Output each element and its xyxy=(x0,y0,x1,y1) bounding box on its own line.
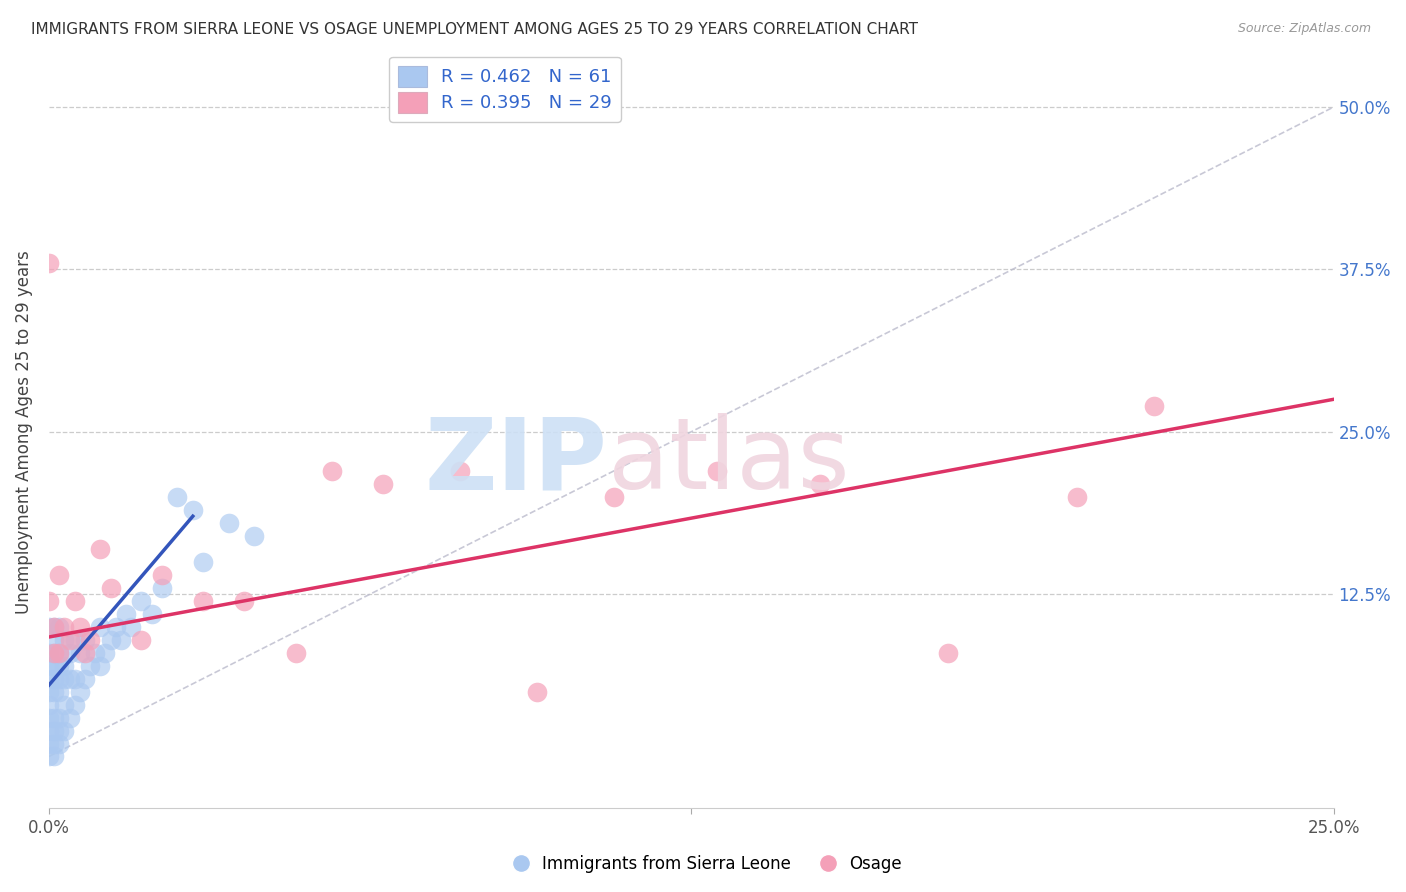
Point xyxy=(1143,399,1166,413)
Legend: R = 0.462   N = 61, R = 0.395   N = 29: R = 0.462 N = 61, R = 0.395 N = 29 xyxy=(389,56,621,122)
Point xyxy=(48,684,70,698)
Point xyxy=(89,658,111,673)
Point xyxy=(38,672,60,686)
Point xyxy=(321,464,343,478)
Point xyxy=(79,632,101,647)
Point xyxy=(42,723,65,738)
Point xyxy=(808,476,831,491)
Point xyxy=(243,529,266,543)
Point xyxy=(42,658,65,673)
Point xyxy=(69,619,91,633)
Point xyxy=(58,710,80,724)
Y-axis label: Unemployment Among Ages 25 to 29 years: Unemployment Among Ages 25 to 29 years xyxy=(15,250,32,614)
Point xyxy=(42,646,65,660)
Point xyxy=(526,684,548,698)
Point xyxy=(191,555,214,569)
Text: atlas: atlas xyxy=(607,413,849,510)
Point xyxy=(58,632,80,647)
Point xyxy=(38,737,60,751)
Point xyxy=(38,710,60,724)
Point xyxy=(48,710,70,724)
Point xyxy=(48,658,70,673)
Point xyxy=(100,581,122,595)
Point xyxy=(42,632,65,647)
Point xyxy=(69,646,91,660)
Point xyxy=(94,646,117,660)
Point xyxy=(58,646,80,660)
Point xyxy=(48,567,70,582)
Point xyxy=(53,632,76,647)
Point xyxy=(191,593,214,607)
Point xyxy=(131,593,153,607)
Point xyxy=(42,684,65,698)
Point xyxy=(48,646,70,660)
Point xyxy=(73,672,96,686)
Point xyxy=(131,632,153,647)
Text: IMMIGRANTS FROM SIERRA LEONE VS OSAGE UNEMPLOYMENT AMONG AGES 25 TO 29 YEARS COR: IMMIGRANTS FROM SIERRA LEONE VS OSAGE UN… xyxy=(31,22,918,37)
Point xyxy=(100,632,122,647)
Point xyxy=(48,619,70,633)
Point xyxy=(48,672,70,686)
Point xyxy=(69,684,91,698)
Point xyxy=(73,632,96,647)
Point xyxy=(89,541,111,556)
Point xyxy=(53,658,76,673)
Point xyxy=(63,632,86,647)
Point xyxy=(38,593,60,607)
Point xyxy=(104,619,127,633)
Point xyxy=(38,256,60,270)
Point xyxy=(63,593,86,607)
Text: ZIP: ZIP xyxy=(425,413,607,510)
Point xyxy=(48,737,70,751)
Point xyxy=(38,646,60,660)
Point xyxy=(218,516,240,530)
Point xyxy=(38,684,60,698)
Point xyxy=(706,464,728,478)
Point xyxy=(63,672,86,686)
Point xyxy=(42,619,65,633)
Point xyxy=(150,581,173,595)
Point xyxy=(181,502,204,516)
Point xyxy=(53,698,76,712)
Point xyxy=(79,658,101,673)
Point xyxy=(48,646,70,660)
Point xyxy=(120,619,142,633)
Point xyxy=(603,490,626,504)
Point xyxy=(110,632,132,647)
Point xyxy=(38,658,60,673)
Point xyxy=(53,723,76,738)
Point xyxy=(284,646,307,660)
Point xyxy=(38,723,60,738)
Point xyxy=(38,619,60,633)
Point xyxy=(42,672,65,686)
Point xyxy=(48,723,70,738)
Point xyxy=(84,646,107,660)
Point xyxy=(150,567,173,582)
Point xyxy=(141,607,163,621)
Point xyxy=(233,593,256,607)
Point xyxy=(38,749,60,764)
Point xyxy=(449,464,471,478)
Point xyxy=(115,607,138,621)
Point xyxy=(371,476,394,491)
Point xyxy=(42,646,65,660)
Point xyxy=(58,672,80,686)
Point xyxy=(1066,490,1088,504)
Point xyxy=(53,619,76,633)
Point xyxy=(53,672,76,686)
Point xyxy=(63,698,86,712)
Point xyxy=(38,698,60,712)
Point xyxy=(89,619,111,633)
Point xyxy=(42,710,65,724)
Point xyxy=(42,619,65,633)
Text: Source: ZipAtlas.com: Source: ZipAtlas.com xyxy=(1237,22,1371,36)
Point xyxy=(42,737,65,751)
Point xyxy=(166,490,188,504)
Point xyxy=(936,646,959,660)
Point xyxy=(73,646,96,660)
Point xyxy=(42,749,65,764)
Legend: Immigrants from Sierra Leone, Osage: Immigrants from Sierra Leone, Osage xyxy=(498,848,908,880)
